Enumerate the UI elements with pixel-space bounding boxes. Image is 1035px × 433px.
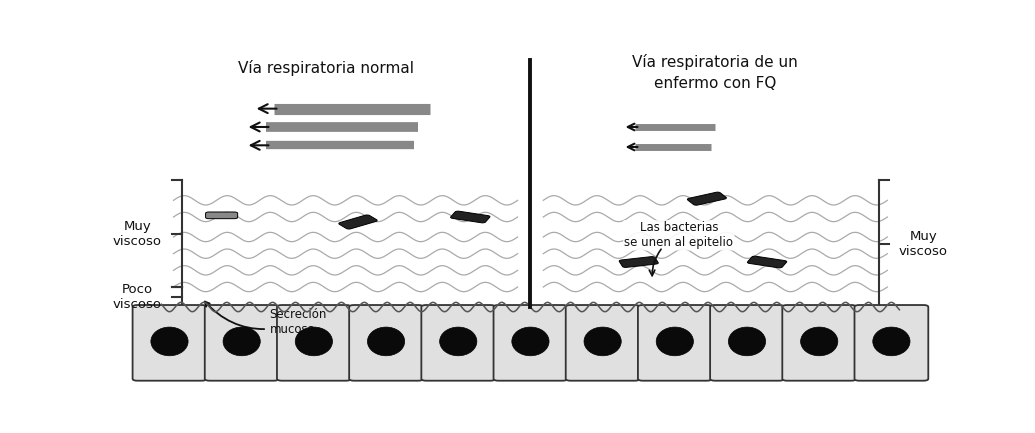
FancyBboxPatch shape xyxy=(638,305,712,381)
Text: Muy
viscoso: Muy viscoso xyxy=(113,220,161,248)
Ellipse shape xyxy=(801,327,837,356)
Ellipse shape xyxy=(512,327,549,356)
Text: Vía respiratoria normal: Vía respiratoria normal xyxy=(238,60,414,76)
FancyBboxPatch shape xyxy=(747,256,787,268)
FancyBboxPatch shape xyxy=(450,211,490,223)
FancyBboxPatch shape xyxy=(421,305,495,381)
FancyBboxPatch shape xyxy=(338,215,378,229)
Text: Poco
viscoso: Poco viscoso xyxy=(113,283,161,311)
FancyBboxPatch shape xyxy=(349,305,423,381)
Ellipse shape xyxy=(440,327,477,356)
Text: Las bacterias
se unen al epitelio: Las bacterias se unen al epitelio xyxy=(624,221,734,249)
FancyBboxPatch shape xyxy=(494,305,567,381)
Ellipse shape xyxy=(295,327,332,356)
FancyBboxPatch shape xyxy=(619,257,658,268)
FancyBboxPatch shape xyxy=(566,305,640,381)
FancyBboxPatch shape xyxy=(687,192,727,205)
Text: Muy
viscoso: Muy viscoso xyxy=(899,229,948,258)
FancyBboxPatch shape xyxy=(206,212,238,219)
Ellipse shape xyxy=(224,327,260,356)
FancyBboxPatch shape xyxy=(710,305,783,381)
Ellipse shape xyxy=(873,327,910,356)
Ellipse shape xyxy=(584,327,621,356)
Ellipse shape xyxy=(729,327,766,356)
Ellipse shape xyxy=(151,327,188,356)
FancyBboxPatch shape xyxy=(277,305,351,381)
FancyBboxPatch shape xyxy=(855,305,928,381)
FancyBboxPatch shape xyxy=(782,305,856,381)
FancyBboxPatch shape xyxy=(132,305,206,381)
Ellipse shape xyxy=(656,327,693,356)
Ellipse shape xyxy=(367,327,405,356)
Text: Vía respiratoria de un
enfermo con FQ: Vía respiratoria de un enfermo con FQ xyxy=(632,54,798,90)
Text: Secreción
mucosa: Secreción mucosa xyxy=(205,301,327,336)
FancyBboxPatch shape xyxy=(205,305,278,381)
